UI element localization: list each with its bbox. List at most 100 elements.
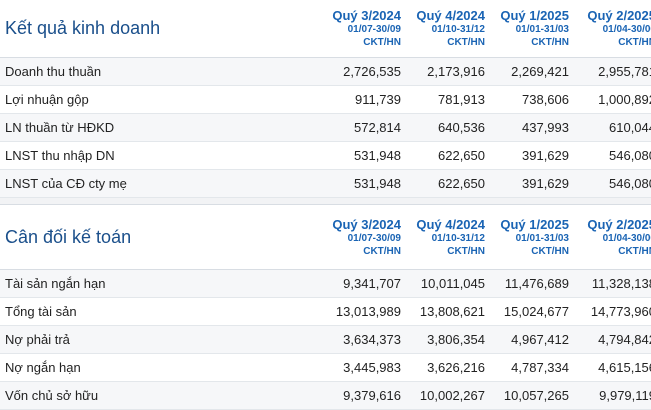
cell-value: 531,948 bbox=[354, 148, 401, 163]
row-label: Tài sản ngắn hạn bbox=[5, 276, 106, 291]
period-header: Quý 3/2024 01/07-30/09 CKT/HN bbox=[317, 205, 401, 269]
table-row: Nợ phải trả 3,634,373 3,806,354 4,967,41… bbox=[0, 326, 651, 354]
period-quarter: Quý 1/2025 bbox=[500, 216, 569, 232]
income-table: Doanh thu thuần 2,726,535 2,173,916 2,26… bbox=[0, 58, 651, 198]
cell-value: 2,955,781 bbox=[598, 64, 651, 79]
section-divider bbox=[0, 198, 651, 204]
cell-value: 1,000,892 bbox=[598, 92, 651, 107]
period-header: Quý 4/2024 01/10-31/12 CKT/HN bbox=[401, 0, 485, 57]
row-label: LNST thu nhập DN bbox=[5, 148, 115, 163]
row-label: Nợ phải trả bbox=[5, 332, 70, 347]
period-range: 01/07-30/09 bbox=[347, 24, 401, 35]
period-header: Quý 1/2025 01/01-31/03 CKT/HN bbox=[485, 205, 569, 269]
balance-title: Cân đối kế toán bbox=[5, 226, 132, 247]
period-range: 01/10-31/12 bbox=[431, 232, 485, 244]
period-header: Quý 2/2025 01/04-30/06 CKT/HN bbox=[569, 0, 651, 57]
cell-value: 10,011,045 bbox=[420, 276, 485, 291]
cell-value: 9,979,119 bbox=[599, 388, 651, 403]
period-unit: CKT/HN bbox=[531, 245, 569, 257]
cell-value: 4,967,412 bbox=[511, 332, 569, 347]
cell-value: 391,629 bbox=[522, 176, 569, 191]
period-unit: CKT/HN bbox=[447, 37, 485, 48]
cell-value: 10,002,267 bbox=[419, 388, 485, 403]
cell-value: 11,328,138 bbox=[591, 276, 651, 291]
cell-value: 738,606 bbox=[522, 92, 569, 107]
period-quarter: Quý 3/2024 bbox=[332, 8, 401, 23]
row-label: LNST của CĐ cty mẹ bbox=[5, 176, 127, 191]
income-header: Kết quả kinh doanh Quý 3/2024 01/07-30/0… bbox=[0, 0, 651, 58]
period-range: 01/07-30/09 bbox=[347, 232, 401, 244]
cell-value: 640,536 bbox=[438, 120, 485, 135]
period-quarter: Quý 4/2024 bbox=[416, 216, 485, 232]
balance-header: Cân đối kế toán Quý 3/2024 01/07-30/09 C… bbox=[0, 204, 651, 270]
table-row: Doanh thu thuần 2,726,535 2,173,916 2,26… bbox=[0, 58, 651, 86]
cell-value: 3,445,983 bbox=[343, 360, 401, 375]
table-row: LNST thu nhập DN 531,948 622,650 391,629… bbox=[0, 142, 651, 170]
period-range: 01/01-31/03 bbox=[515, 24, 569, 35]
row-label: Lợi nhuận gộp bbox=[5, 92, 89, 107]
period-range: 01/04-30/06 bbox=[602, 232, 651, 244]
cell-value: 531,948 bbox=[354, 176, 401, 191]
cell-value: 781,913 bbox=[438, 92, 485, 107]
row-label: Tổng tài sản bbox=[5, 304, 77, 319]
cell-value: 622,650 bbox=[438, 148, 485, 163]
cell-value: 9,379,616 bbox=[343, 388, 401, 403]
row-label: Nợ ngắn hạn bbox=[5, 360, 81, 375]
cell-value: 437,993 bbox=[522, 120, 569, 135]
period-unit: CKT/HN bbox=[618, 245, 651, 257]
cell-value: 2,726,535 bbox=[343, 64, 401, 79]
cell-value: 3,626,216 bbox=[427, 360, 485, 375]
period-quarter: Quý 2/2025 bbox=[587, 8, 651, 23]
period-unit: CKT/HN bbox=[447, 245, 485, 257]
row-label: Vốn chủ sở hữu bbox=[5, 388, 99, 403]
income-title: Kết quả kinh doanh bbox=[5, 18, 161, 38]
cell-value: 4,615,156 bbox=[598, 360, 651, 375]
period-header: Quý 3/2024 01/07-30/09 CKT/HN bbox=[317, 0, 401, 57]
table-row: Nợ ngắn hạn 3,445,983 3,626,216 4,787,33… bbox=[0, 354, 651, 382]
period-quarter: Quý 3/2024 bbox=[332, 216, 401, 232]
cell-value: 572,814 bbox=[354, 120, 401, 135]
cell-value: 13,013,989 bbox=[335, 304, 401, 319]
cell-value: 546,080 bbox=[609, 148, 651, 163]
table-row: Lợi nhuận gộp 911,739 781,913 738,606 1,… bbox=[0, 86, 651, 114]
cell-value: 546,080 bbox=[609, 176, 651, 191]
period-quarter: Quý 2/2025 bbox=[587, 216, 651, 232]
cell-value: 911,739 bbox=[354, 92, 401, 107]
table-row: Tổng tài sản 13,013,989 13,808,621 15,02… bbox=[0, 298, 651, 326]
cell-value: 2,173,916 bbox=[427, 64, 485, 79]
cell-value: 3,806,354 bbox=[427, 332, 485, 347]
cell-value: 9,341,707 bbox=[343, 276, 401, 291]
cell-value: 391,629 bbox=[522, 148, 569, 163]
balance-table: Tài sản ngắn hạn 9,341,707 10,011,045 11… bbox=[0, 270, 651, 410]
period-range: 01/01-31/03 bbox=[515, 232, 569, 244]
cell-value: 10,057,265 bbox=[503, 388, 569, 403]
table-row: Tài sản ngắn hạn 9,341,707 10,011,045 11… bbox=[0, 270, 651, 298]
cell-value: 2,269,421 bbox=[511, 64, 569, 79]
table-row: LNST của CĐ cty mẹ 531,948 622,650 391,6… bbox=[0, 170, 651, 198]
row-label: Doanh thu thuần bbox=[5, 64, 102, 79]
cell-value: 11,476,689 bbox=[504, 276, 569, 291]
cell-value: 15,024,677 bbox=[503, 304, 569, 319]
cell-value: 4,794,842 bbox=[598, 332, 651, 347]
period-range: 01/10-31/12 bbox=[431, 24, 485, 35]
period-unit: CKT/HN bbox=[618, 37, 651, 48]
period-unit: CKT/HN bbox=[363, 37, 401, 48]
table-row: Vốn chủ sở hữu 9,379,616 10,002,267 10,0… bbox=[0, 382, 651, 410]
period-quarter: Quý 4/2024 bbox=[416, 8, 485, 23]
period-header: Quý 1/2025 01/01-31/03 CKT/HN bbox=[485, 0, 569, 57]
period-unit: CKT/HN bbox=[531, 37, 569, 48]
cell-value: 13,808,621 bbox=[419, 304, 485, 319]
cell-value: 610,044 bbox=[609, 120, 651, 135]
cell-value: 4,787,334 bbox=[511, 360, 569, 375]
period-quarter: Quý 1/2025 bbox=[500, 8, 569, 23]
period-header: Quý 2/2025 01/04-30/06 CKT/HN bbox=[569, 205, 651, 269]
cell-value: 14,773,960 bbox=[590, 304, 651, 319]
period-header: Quý 4/2024 01/10-31/12 CKT/HN bbox=[401, 205, 485, 269]
table-row: LN thuần từ HĐKD 572,814 640,536 437,993… bbox=[0, 114, 651, 142]
period-unit: CKT/HN bbox=[363, 245, 401, 257]
row-label: LN thuần từ HĐKD bbox=[5, 120, 115, 135]
period-range: 01/04-30/06 bbox=[602, 24, 651, 35]
cell-value: 3,634,373 bbox=[343, 332, 401, 347]
cell-value: 622,650 bbox=[438, 176, 485, 191]
